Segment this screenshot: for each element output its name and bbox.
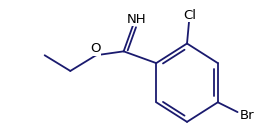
- Text: Cl: Cl: [183, 9, 197, 22]
- Text: O: O: [90, 42, 100, 55]
- Text: Br: Br: [240, 109, 255, 122]
- Text: NH: NH: [127, 13, 146, 26]
